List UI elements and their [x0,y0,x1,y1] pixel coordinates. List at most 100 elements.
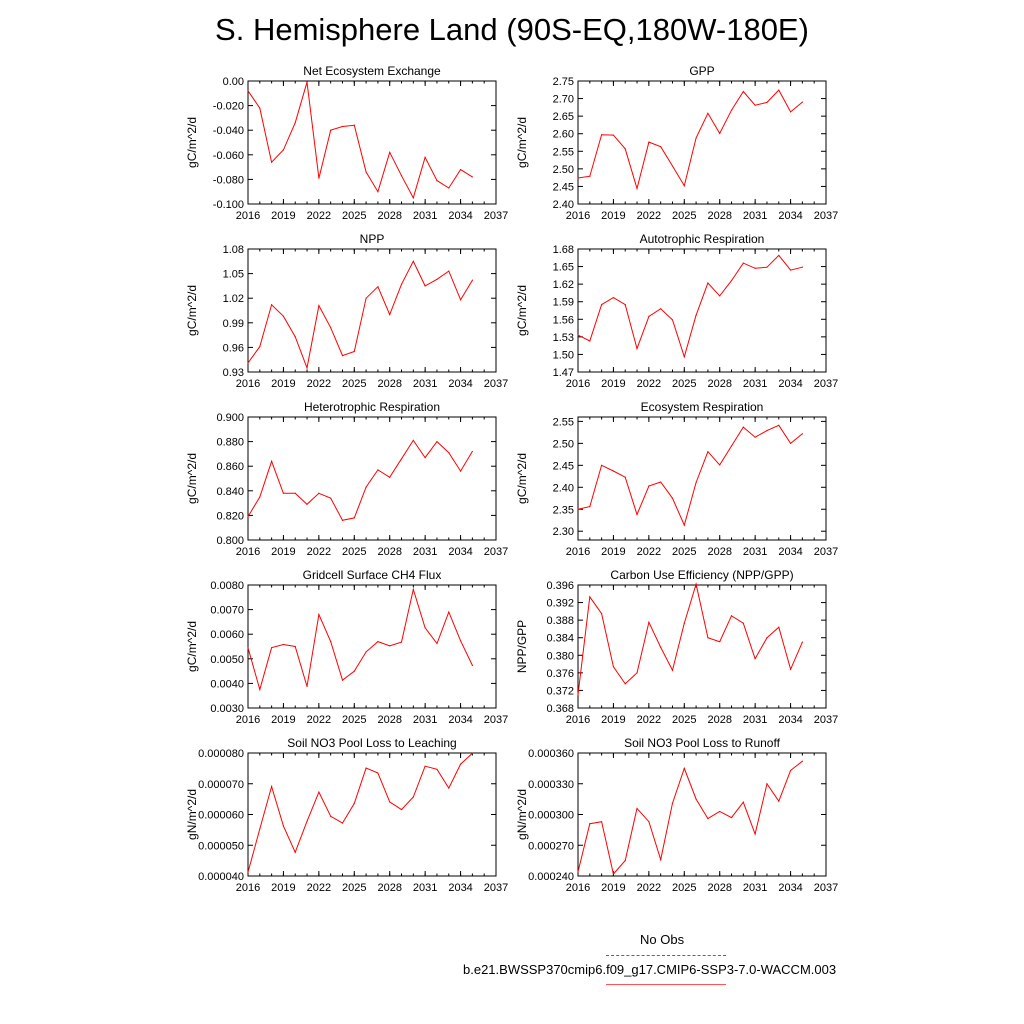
y-tick-label: 0.000330 [528,779,574,791]
data-point [601,821,603,823]
x-tick-label: 2034 [448,378,472,390]
x-tick-label: 2019 [271,378,295,390]
y-tick-label: 1.68 [553,244,574,256]
data-point [789,111,792,113]
y-tick-label: 0.840 [216,486,244,498]
chart-panel-9: Soil NO3 Pool Loss to Leaching gN/m^2/d 20… [185,736,508,894]
x-tick-label: 2019 [601,714,625,726]
data-point [671,802,674,804]
data-point [624,304,626,306]
y-tick-label: 0.820 [216,510,244,522]
data-point [636,513,638,516]
y-tick-label: 0.0070 [210,605,244,617]
y-tick-label: 0.388 [546,615,574,627]
data-point [766,637,768,639]
data-point [436,768,438,770]
y-tick-label: 1.56 [553,314,574,326]
data-point [695,583,697,585]
data-point [294,645,296,648]
data-point [365,767,367,769]
x-tick-label: 2022 [307,210,331,222]
chart-title: Soil NO3 Pool Loss to Leaching [287,736,456,750]
data-point [448,187,450,189]
chart-title: Carbon Use Efficiency (NPP/GPP) [610,568,793,582]
x-tick-label: 2034 [448,882,472,894]
x-tick-label: 2022 [307,882,331,894]
plot-frame [247,416,497,541]
data-point [282,315,285,317]
x-tick-label: 2025 [342,882,366,894]
x-tick-label: 2031 [743,210,767,222]
y-tick-label: 0.000360 [528,748,574,760]
data-point [448,787,450,789]
y-tick-label: -0.040 [213,125,244,137]
data-point [648,621,650,623]
x-tick-label: 2025 [672,714,696,726]
chart-panel-8: Carbon Use Efficiency (NPP/GPP) NPP/GPP 20… [515,568,838,726]
data-point [448,452,450,454]
data-point [730,280,733,282]
data-point [730,445,733,447]
y-tick-label: 0.860 [216,461,244,473]
data-point [294,336,296,338]
y-axis-label: gC/m^2/d [515,453,529,504]
data-point [294,492,296,494]
data-point [601,134,603,136]
plot-frame [577,248,827,373]
data-point [271,304,273,306]
data-point [259,345,261,348]
data-point [660,481,662,483]
data-point [754,104,756,106]
data-point [719,810,721,813]
data-point [353,124,355,126]
x-tick-label: 2019 [271,714,295,726]
data-point [377,469,379,471]
data-point [471,752,473,754]
x-tick-label: 2019 [601,546,625,558]
series-line [247,439,473,521]
data-point [671,319,674,321]
x-tick-label: 2025 [342,546,366,558]
data-point [660,308,662,310]
y-tick-label: 2.45 [553,460,574,472]
data-point [436,278,438,280]
y-tick-label: 0.000300 [528,810,574,822]
data-point [801,266,803,268]
data-point [389,314,391,316]
data-point [778,89,780,91]
data-point [448,611,450,613]
y-tick-label: 0.0050 [210,654,244,666]
data-point [448,270,450,272]
data-point [318,177,320,179]
data-point [789,668,792,670]
data-point [471,279,473,281]
chart-title: Ecosystem Respiration [641,400,764,414]
data-point [671,669,674,671]
data-point [801,101,803,103]
series-line [247,82,473,200]
data-point [459,763,462,765]
y-axis-label: gC/m^2/d [185,285,199,336]
data-point [294,851,296,853]
y-tick-label: 1.08 [223,244,244,256]
x-tick-label: 2016 [566,546,590,558]
y-tick-label: 2.40 [553,199,574,211]
data-point [459,299,462,301]
y-tick-label: 1.50 [553,349,574,361]
chart-panel-4: Autotrophic Respiration gC/m^2/d 2016 2019 2… [515,232,838,390]
x-tick-label: 2025 [342,210,366,222]
data-point [719,641,721,643]
data-point [648,485,650,487]
y-tick-label: 1.59 [553,297,574,309]
data-point [778,254,780,257]
data-point [271,785,273,788]
y-tick-label: 0.99 [223,318,244,330]
data-point [624,148,626,150]
data-point [400,808,403,811]
data-point [306,503,308,505]
y-axis-label: gC/m^2/d [185,621,199,672]
y-tick-label: 0.0040 [210,678,244,690]
chart-title: NPP [360,232,385,246]
series-line [577,424,803,527]
data-point [247,647,249,649]
